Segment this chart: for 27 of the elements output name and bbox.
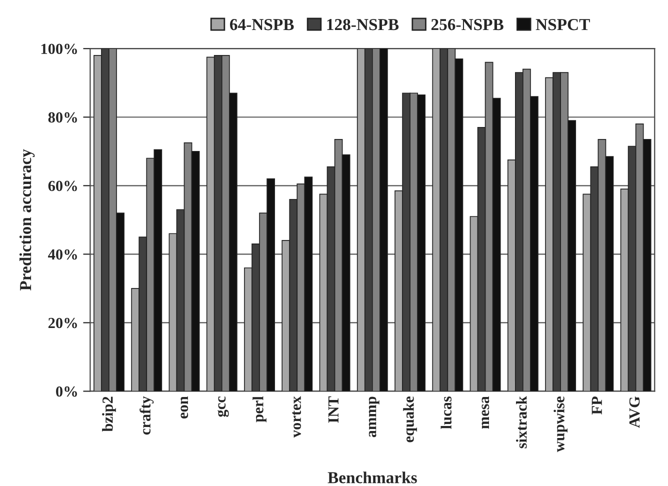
x-tick-label: perl bbox=[252, 396, 266, 422]
y-tick-label: 80% bbox=[48, 112, 77, 123]
x-tick-label: FP bbox=[592, 396, 602, 414]
x-tick-label: lucas bbox=[440, 396, 452, 429]
x-tick-label: wupwise bbox=[554, 396, 568, 452]
x-tick-label: sixtrack bbox=[516, 396, 527, 448]
x-tick-label: crafty bbox=[140, 396, 154, 435]
x-tick-label: bzip2 bbox=[102, 396, 116, 432]
legend-label: 128-NSPB bbox=[327, 18, 399, 30]
x-tick-label: mesa bbox=[482, 396, 490, 429]
x-tick-label: eon bbox=[180, 396, 188, 418]
y-axis-title: Prediction accuracy bbox=[19, 149, 35, 291]
x-tick-label: gcc bbox=[218, 396, 229, 417]
legend-label: 64-NSPB bbox=[230, 19, 294, 30]
y-tick-label: 60% bbox=[48, 180, 77, 192]
x-tick-label: INT bbox=[328, 396, 338, 423]
x-axis-title: Benchmarks bbox=[328, 472, 417, 484]
y-tick-label: 40% bbox=[48, 249, 77, 260]
x-tick-label: vortex bbox=[292, 396, 301, 438]
y-tick-label: 100% bbox=[41, 44, 77, 54]
legend-label: NSPCT bbox=[536, 19, 590, 30]
x-tick-label: AVG bbox=[629, 396, 640, 428]
legend-label: 256-NSPB bbox=[431, 19, 504, 30]
y-tick-label: 20% bbox=[48, 318, 77, 328]
y-tick-label: 0% bbox=[56, 386, 77, 397]
x-tick-label: ammp bbox=[368, 396, 380, 438]
x-tick-label: equake bbox=[403, 396, 417, 442]
